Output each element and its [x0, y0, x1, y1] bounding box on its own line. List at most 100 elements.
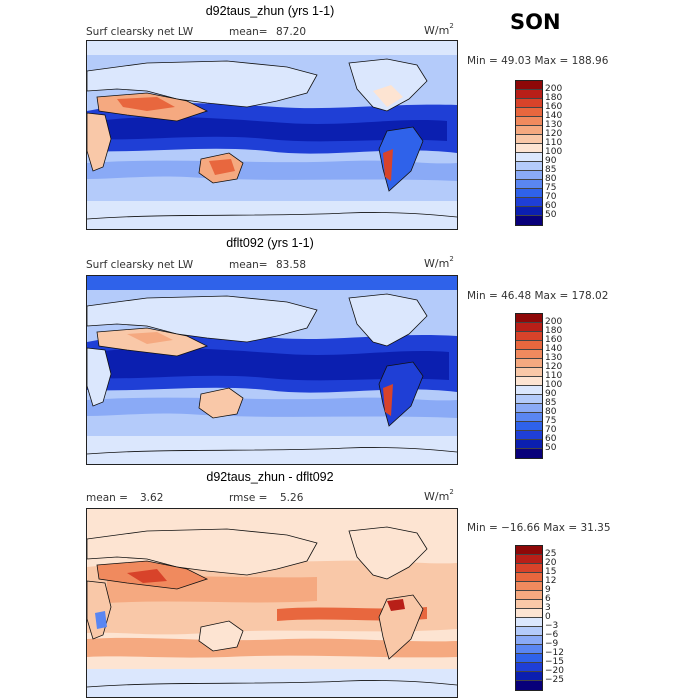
colorbar-swatch — [516, 81, 542, 90]
colorbar-swatch — [516, 162, 542, 171]
colorbar-swatch — [516, 681, 542, 690]
colorbar-label: 75 — [545, 416, 557, 426]
colorbar-swatch — [516, 90, 542, 99]
colorbar-label: 140 — [545, 111, 563, 121]
colorbar-swatch — [516, 99, 542, 108]
colorbar-label: 100 — [545, 380, 563, 390]
panel3-mean-label: mean = — [86, 492, 128, 504]
colorbar-swatch — [516, 395, 542, 404]
colorbar-swatch — [516, 609, 542, 618]
colorbar-label: 110 — [545, 138, 563, 148]
panel1-variable: Surf clearsky net LW — [86, 26, 194, 38]
colorbar-label: 80 — [545, 407, 557, 417]
panel3-colorbar — [515, 545, 543, 691]
panel1-colorbar — [515, 80, 543, 226]
colorbar-swatch — [516, 582, 542, 591]
colorbar-label: 20 — [545, 558, 557, 568]
panel2-minmax: Min = 46.48 Max = 178.02 — [467, 290, 609, 302]
colorbar-swatch — [516, 332, 542, 341]
panel3-mean-value: 3.62 — [140, 492, 164, 504]
colorbar-swatch — [516, 627, 542, 636]
colorbar-label: 200 — [545, 317, 563, 327]
colorbar-label: 50 — [545, 443, 557, 453]
colorbar-label: 85 — [545, 165, 557, 175]
colorbar-swatch — [516, 216, 542, 225]
colorbar-label: 80 — [545, 174, 557, 184]
panel3-rmse-value: 5.26 — [280, 492, 304, 504]
colorbar-label: 85 — [545, 398, 557, 408]
colorbar-label: −25 — [545, 675, 564, 685]
colorbar-label: 140 — [545, 344, 563, 354]
panel1-map — [86, 40, 458, 230]
colorbar-swatch — [516, 555, 542, 564]
colorbar-label: −9 — [545, 639, 559, 649]
colorbar-label: 130 — [545, 120, 563, 130]
colorbar-label: −3 — [545, 621, 559, 631]
colorbar-label: 50 — [545, 210, 557, 220]
colorbar-label: 9 — [545, 585, 551, 595]
colorbar-label: 75 — [545, 183, 557, 193]
colorbar-label: 70 — [545, 425, 557, 435]
panel2-mean-label: mean= — [229, 259, 268, 271]
colorbar-swatch — [516, 404, 542, 413]
colorbar-label: 70 — [545, 192, 557, 202]
colorbar-swatch — [516, 672, 542, 681]
colorbar-label: 25 — [545, 549, 557, 559]
colorbar-swatch — [516, 440, 542, 449]
colorbar-label: 100 — [545, 147, 563, 157]
panel3-title: d92taus_zhun - dflt092 — [206, 470, 334, 484]
colorbar-label: −20 — [545, 666, 564, 676]
panel1-unit: W/m2 — [424, 22, 454, 37]
colorbar-swatch — [516, 645, 542, 654]
colorbar-swatch — [516, 144, 542, 153]
colorbar-swatch — [516, 413, 542, 422]
colorbar-swatch — [516, 663, 542, 672]
colorbar-label: 15 — [545, 567, 557, 577]
colorbar-label: −15 — [545, 657, 564, 667]
colorbar-swatch — [516, 341, 542, 350]
panel2-title: dflt092 (yrs 1-1) — [226, 236, 314, 250]
colorbar-swatch — [516, 198, 542, 207]
colorbar-swatch — [516, 189, 542, 198]
colorbar-swatch — [516, 314, 542, 323]
colorbar-swatch — [516, 449, 542, 458]
panel1-title: d92taus_zhun (yrs 1-1) — [205, 4, 335, 18]
colorbar-label: 0 — [545, 612, 551, 622]
panel1-mean-value: 87.20 — [276, 26, 307, 38]
colorbar-swatch — [516, 422, 542, 431]
colorbar-swatch — [516, 126, 542, 135]
panel3-minmax: Min = −16.66 Max = 31.35 — [467, 522, 611, 534]
colorbar-swatch — [516, 654, 542, 663]
colorbar-label: 180 — [545, 93, 563, 103]
colorbar-swatch — [516, 600, 542, 609]
colorbar-label: 90 — [545, 389, 557, 399]
panel2-colorbar — [515, 313, 543, 459]
colorbar-label: 60 — [545, 201, 557, 211]
colorbar-swatch — [516, 618, 542, 627]
panel3-rmse-label: rmse = — [229, 492, 268, 504]
colorbar-swatch — [516, 108, 542, 117]
panel1-minmax: Min = 49.03 Max = 188.96 — [467, 55, 609, 67]
panel3-unit: W/m2 — [424, 488, 454, 503]
colorbar-swatch — [516, 377, 542, 386]
colorbar-label: 160 — [545, 335, 563, 345]
colorbar-swatch — [516, 564, 542, 573]
panel2-mean-value: 83.58 — [276, 259, 307, 271]
colorbar-label: 200 — [545, 84, 563, 94]
colorbar-label: 3 — [545, 603, 551, 613]
colorbar-label: −6 — [545, 630, 559, 640]
colorbar-label: 90 — [545, 156, 557, 166]
colorbar-swatch — [516, 359, 542, 368]
colorbar-swatch — [516, 591, 542, 600]
colorbar-swatch — [516, 368, 542, 377]
colorbar-swatch — [516, 171, 542, 180]
panel3-map — [86, 508, 458, 698]
colorbar-swatch — [516, 207, 542, 216]
colorbar-swatch — [516, 573, 542, 582]
colorbar-label: 60 — [545, 434, 557, 444]
panel1-mean-label: mean= — [229, 26, 268, 38]
panel2-unit: W/m2 — [424, 255, 454, 270]
colorbar-label: 6 — [545, 594, 551, 604]
colorbar-swatch — [516, 180, 542, 189]
colorbar-swatch — [516, 546, 542, 555]
